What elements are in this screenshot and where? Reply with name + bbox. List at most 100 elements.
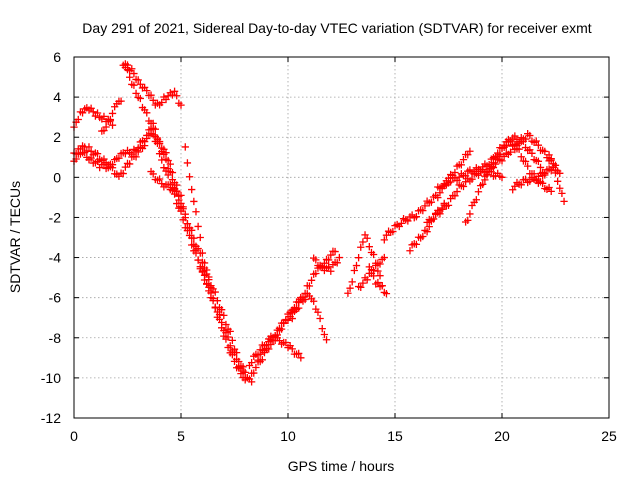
plus-marker [359,238,367,246]
plus-marker [363,276,371,284]
plus-marker [177,191,185,200]
plus-marker [203,270,211,278]
plus-marker [365,263,373,271]
y-tick-label: -6 [49,290,62,306]
plus-marker [89,108,97,116]
plus-marker [451,192,459,200]
plus-marker [344,289,352,297]
plus-marker [380,236,388,244]
plus-marker [444,201,453,210]
plus-marker [534,157,543,165]
plus-marker [277,325,286,333]
plus-marker [506,137,515,145]
plus-marker [517,181,525,189]
plus-marker [397,219,406,228]
plus-marker [140,137,149,146]
y-tick-label: 0 [53,169,61,185]
plus-marker [121,163,130,171]
plus-marker [539,179,547,187]
plus-marker [474,188,483,196]
plus-marker [125,73,134,81]
plus-marker [429,215,438,223]
plus-marker [412,240,421,249]
plus-marker [421,202,429,210]
plus-marker [521,157,530,166]
plus-marker [502,142,510,150]
plus-marker [365,243,373,251]
plus-marker [357,283,365,292]
plus-marker [547,154,555,163]
plus-marker [125,160,134,168]
y-tick-label: 6 [53,49,61,65]
plus-marker [247,378,256,386]
chart-title: Day 291 of 2021, Sidereal Day-to-day VTE… [82,20,591,36]
plus-marker [459,155,468,164]
plus-marker [247,358,256,367]
plus-marker [466,210,474,218]
series-track-18 [406,199,448,255]
plus-marker [224,343,232,352]
plus-marker [271,332,279,340]
plus-marker [108,121,117,129]
plus-marker [521,135,530,143]
plus-marker [243,374,251,382]
plus-marker [158,98,166,107]
plus-marker [532,137,540,145]
series-track-7 [147,167,185,200]
plus-marker [404,217,412,225]
plus-marker [143,86,151,95]
plus-marker [78,109,87,117]
plus-marker [374,278,382,287]
plus-marker [536,163,545,172]
plus-marker [166,168,174,176]
plus-marker [132,89,140,97]
plus-marker [228,351,237,359]
plus-marker [188,226,196,234]
plus-marker [526,131,534,140]
plus-marker [316,314,324,323]
plus-marker [143,131,151,140]
x-axis-label: GPS time / hours [288,458,395,474]
plus-marker [100,112,108,121]
data-markers [70,60,568,386]
plus-marker [549,163,558,171]
plus-marker [218,306,226,314]
plus-marker [222,335,230,343]
grid-lines [74,57,609,418]
plus-marker [269,336,277,345]
x-tick-label: 20 [494,428,510,444]
plus-marker [194,244,202,253]
plus-marker [149,124,157,132]
x-tick-label: 5 [177,428,185,444]
plus-marker [185,173,194,181]
plus-marker [312,269,320,278]
plus-marker [128,150,136,158]
plus-marker [331,247,339,256]
plus-marker [250,369,258,377]
plus-marker [235,357,243,366]
plus-marker [155,175,164,183]
plus-marker [498,173,506,181]
plus-marker [335,253,344,262]
plus-marker [511,182,519,190]
plus-marker [346,284,354,292]
plus-marker [297,354,305,362]
plus-marker [194,256,202,264]
plus-marker [307,276,316,284]
plus-marker [466,147,474,155]
plus-marker [134,76,142,84]
plus-marker [369,250,378,259]
plus-marker [305,282,314,290]
x-axis-ticks: 0 5 10 15 20 25 [70,57,617,444]
plus-marker [256,350,264,358]
plus-marker [327,251,335,259]
plus-marker [558,189,566,198]
plus-marker [93,109,102,117]
plus-marker [100,160,108,169]
plus-marker [181,210,189,218]
plus-marker [136,80,144,88]
plot-frame [73,56,610,419]
plus-marker [491,160,500,168]
plus-marker [457,161,465,169]
